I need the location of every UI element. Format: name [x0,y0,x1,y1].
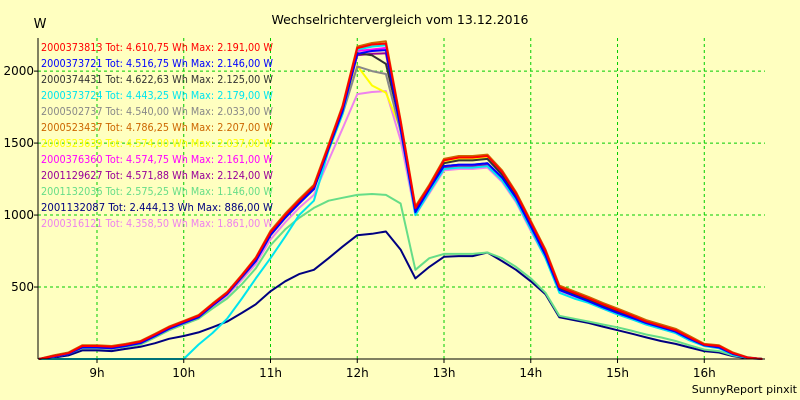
x-tick-label: 12h [346,366,369,380]
legend-entry-6: 2000523639 Tot: 4.574,00 Wh Max: 2.037,0… [41,137,273,150]
legend-entry-0: 2000373813 Tot: 4.610,75 Wh Max: 2.191,0… [41,41,273,54]
legend-entry-5: 2000523437 Tot: 4.786,25 Wh Max: 2.207,0… [41,121,273,134]
series-line-0 [38,42,763,360]
plot-area [38,38,765,359]
x-tick-label: 15h [606,366,629,380]
y-tick-labels: 500 1000 1500 2000 [3,64,34,294]
x-tick-label: 14h [519,366,542,380]
x-tick-label: 9h [89,366,104,380]
series-lines [38,40,763,360]
x-tick-label: 16h [693,366,716,380]
legend-entry-4: 2000502737 Tot: 4.540,00 Wh Max: 2.033,0… [41,105,273,118]
y-tick-label: 500 [11,280,34,294]
y-tick-label: 1000 [3,208,34,222]
grid [38,38,765,359]
legend-entry-2: 2000374431 Tot: 4.622,63 Wh Max: 2.125,0… [41,73,273,86]
legend-entry-10: 2001132087 Tot: 2.444,13 Wh Max: 886,00 … [41,201,273,214]
x-tick-label: 10h [172,366,195,380]
plot-frame [38,38,765,359]
x-tick-labels: 9h 10h 11h 12h 13h 14h 15h 16h [89,366,715,380]
y-axis-label: W [34,17,47,32]
legend-entry-1: 2000373721 Tot: 4.516,75 Wh Max: 2.146,0… [41,57,273,70]
x-tick-label: 11h [259,366,282,380]
series-line-10 [38,230,763,360]
y-tick-label: 1500 [3,136,34,150]
chart-title: Wechselrichtervergleich vom 13.12.2016 [271,12,528,27]
axes [34,38,765,363]
legend-entry-3: 2000373724 Tot: 4.443,25 Wh Max: 2.179,0… [41,89,273,102]
footer-text: SunnyReport pinxit [692,383,798,396]
series-line-9 [38,193,763,360]
legend-entry-7: 2000376360 Tot: 4.574,75 Wh Max: 2.161,0… [41,153,273,166]
series-line-1 [38,49,763,360]
y-tick-label: 2000 [3,64,34,78]
legend-entry-9: 2001132036 Tot: 2.575,25 Wh Max: 1.146,0… [41,185,273,198]
legend: 2000373813 Tot: 4.610,75 Wh Max: 2.191,0… [41,41,273,230]
legend-entry-8: 2001129627 Tot: 4.571,88 Wh Max: 2.124,0… [41,169,273,182]
legend-entry-11: 2000316121 Tot: 4.358,50 Wh Max: 1.861,0… [41,217,273,230]
x-tick-label: 13h [433,366,456,380]
